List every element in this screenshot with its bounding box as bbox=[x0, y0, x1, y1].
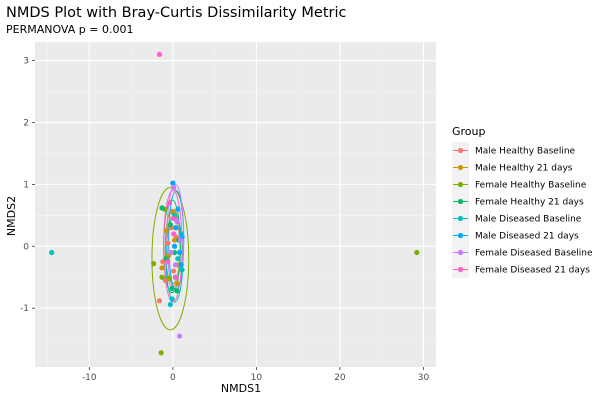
legend: Group Male Healthy Baseline Male Healthy … bbox=[452, 125, 593, 278]
x-axis-title: NMDS1 bbox=[221, 382, 261, 395]
legend-key-point bbox=[457, 249, 464, 256]
data-point bbox=[171, 243, 178, 249]
x-tick-label: 20 bbox=[334, 373, 346, 383]
y-tick-label: 1 bbox=[23, 180, 29, 190]
data-point bbox=[414, 249, 420, 256]
y-axis-title: NMDS2 bbox=[5, 196, 18, 236]
legend-key-point bbox=[457, 232, 464, 239]
data-point bbox=[177, 237, 183, 243]
data-point bbox=[176, 249, 183, 256]
x-tick-label: 0 bbox=[170, 373, 176, 383]
legend-label: Male Healthy 21 days bbox=[475, 164, 573, 174]
chart-subtitle: PERMANOVA p = 0.001 bbox=[6, 23, 133, 36]
data-point bbox=[168, 249, 174, 256]
data-point bbox=[169, 285, 175, 291]
plot-panel bbox=[35, 42, 436, 367]
legend-key-point bbox=[457, 266, 464, 273]
data-point bbox=[49, 249, 55, 256]
data-point bbox=[167, 301, 173, 308]
data-point bbox=[167, 222, 173, 228]
data-point bbox=[159, 265, 165, 271]
x-tick-label: -10 bbox=[82, 373, 97, 383]
data-point bbox=[156, 51, 163, 57]
data-point bbox=[171, 231, 177, 237]
data-point bbox=[171, 184, 177, 191]
legend-key-point bbox=[457, 147, 464, 154]
data-point bbox=[179, 267, 185, 273]
x-tick-label: 30 bbox=[418, 373, 430, 383]
y-tick-label: 2 bbox=[23, 118, 29, 128]
data-point bbox=[159, 205, 165, 211]
data-point bbox=[171, 237, 178, 243]
legend-label: Female Diseased 21 days bbox=[475, 266, 590, 276]
data-point bbox=[165, 240, 171, 246]
legend-label: Male Healthy Baseline bbox=[475, 147, 576, 157]
data-point bbox=[174, 288, 180, 294]
y-tick-label: -1 bbox=[20, 304, 29, 314]
x-tick-label: 10 bbox=[251, 373, 263, 383]
y-tick-label: 3 bbox=[23, 57, 29, 67]
data-point bbox=[166, 275, 173, 282]
data-point bbox=[171, 268, 177, 274]
data-point bbox=[166, 200, 173, 206]
legend-label: Female Healthy Baseline bbox=[475, 181, 587, 191]
chart-title: NMDS Plot with Bray-Curtis Dissimilarity… bbox=[6, 5, 347, 21]
confidence-ellipse bbox=[151, 186, 190, 331]
legend-label: Male Diseased Baseline bbox=[475, 215, 582, 225]
data-point bbox=[163, 228, 169, 234]
legend-label: Male Diseased 21 days bbox=[475, 232, 579, 242]
data-point bbox=[178, 262, 184, 268]
y-tick-label: 0 bbox=[23, 242, 29, 252]
data-point bbox=[151, 261, 157, 267]
data-point bbox=[176, 333, 183, 339]
legend-label: Female Healthy 21 days bbox=[475, 198, 584, 208]
legend-label: Female Diseased Baseline bbox=[475, 249, 593, 259]
data-point bbox=[174, 218, 180, 225]
legend-key-point bbox=[457, 198, 464, 205]
legend-key-point bbox=[457, 164, 464, 171]
data-point bbox=[165, 259, 171, 265]
data-point bbox=[174, 280, 180, 287]
data-point bbox=[169, 296, 175, 302]
data-point bbox=[156, 298, 163, 304]
data-point bbox=[170, 180, 176, 186]
panel-background bbox=[35, 42, 436, 367]
data-point bbox=[175, 256, 181, 262]
data-point bbox=[173, 274, 179, 280]
data-point bbox=[172, 262, 178, 268]
data-point bbox=[162, 277, 168, 283]
data-point bbox=[170, 215, 176, 222]
legend-key-point bbox=[457, 215, 464, 222]
data-point bbox=[158, 350, 164, 356]
legend-key-point bbox=[457, 181, 464, 188]
data-point bbox=[160, 259, 166, 265]
confidence-ellipse bbox=[163, 190, 183, 303]
legend-title: Group bbox=[452, 125, 486, 138]
data-point bbox=[159, 274, 165, 280]
data-point bbox=[173, 225, 179, 231]
data-point bbox=[175, 206, 181, 212]
